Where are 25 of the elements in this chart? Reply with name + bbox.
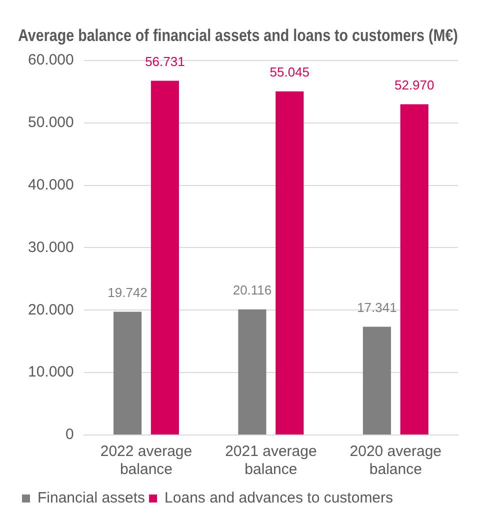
y-tick-label: 20.000	[28, 301, 74, 318]
x-tick-label: 2020 average balance	[350, 443, 442, 478]
y-tick-label: 50.000	[28, 114, 74, 131]
x-tick-label: 2022 average balance	[100, 443, 192, 478]
data-label: 19.742	[108, 284, 148, 300]
x-tick-label: 2021 average balance	[225, 443, 317, 478]
data-label: 55.045	[270, 64, 310, 80]
legend-label: Financial assets	[38, 490, 146, 507]
data-label: 17.341	[357, 300, 397, 315]
data-label: 52.970	[394, 77, 434, 92]
y-tick-label: 40.000	[28, 176, 74, 194]
y-tick-label: 60.000	[28, 52, 74, 69]
legend-label: Loans and advances to customers	[164, 490, 394, 507]
bar	[150, 80, 179, 434]
y-tick-label: 30.000	[28, 238, 74, 256]
bar	[362, 326, 391, 434]
bar	[276, 91, 304, 434]
y-tick-label: 10.000	[28, 364, 74, 381]
bar	[238, 309, 266, 434]
bar	[113, 312, 142, 434]
chart-title: Average balance of financial assets and loans to customers (M€)	[18, 26, 458, 46]
y-tick-label: 0	[66, 426, 74, 444]
data-label: 20.116	[232, 282, 272, 298]
data-label: 56.731	[145, 54, 185, 69]
bar	[400, 104, 428, 434]
